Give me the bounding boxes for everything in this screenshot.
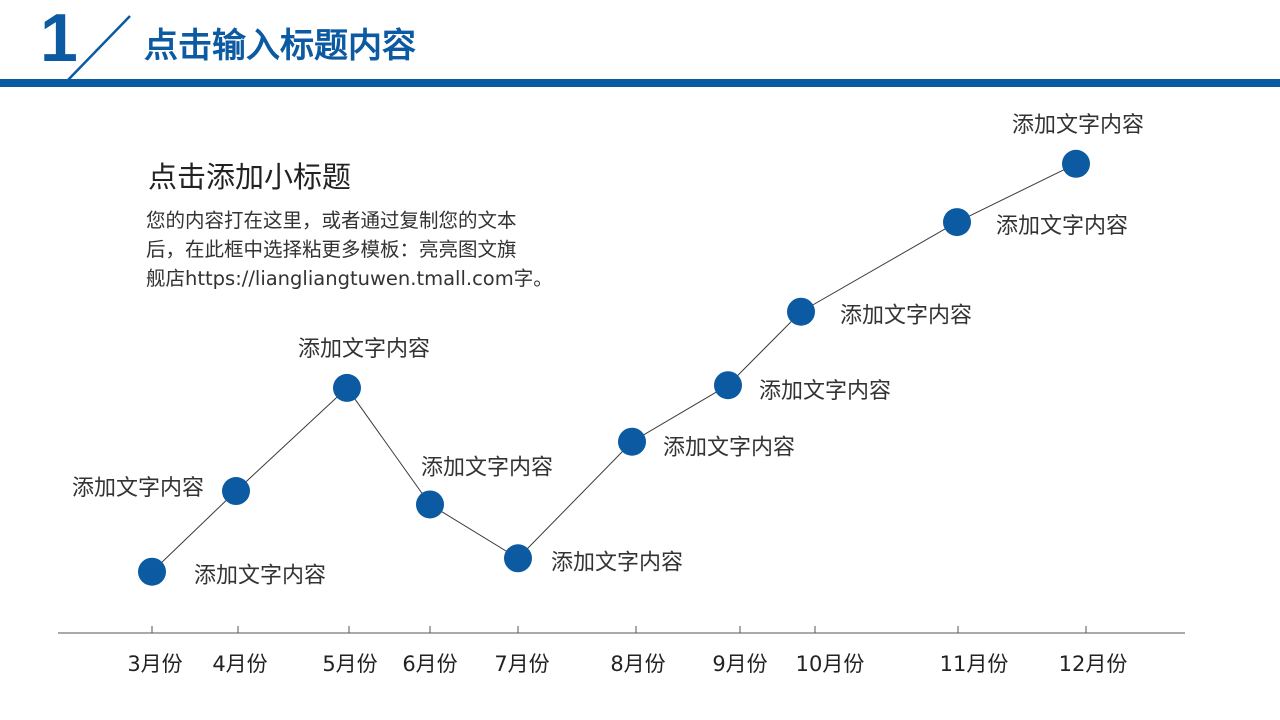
data-point[interactable] xyxy=(333,373,361,402)
point-annotation[interactable]: 添加文字内容 xyxy=(663,436,795,461)
point-annotation[interactable]: 添加文字内容 xyxy=(996,214,1128,239)
point-annotation[interactable]: 添加文字内容 xyxy=(298,337,430,362)
data-point[interactable] xyxy=(504,544,532,573)
header-rule xyxy=(0,79,1280,87)
point-annotation[interactable]: 添加文字内容 xyxy=(759,379,891,404)
x-tick-label: 5月份 xyxy=(322,652,377,676)
point-annotation[interactable]: 添加文字内容 xyxy=(194,564,326,589)
point-annotation[interactable]: 添加文字内容 xyxy=(840,304,972,329)
point-annotation[interactable]: 添加文字内容 xyxy=(421,455,553,480)
point-annotation[interactable]: 添加文字内容 xyxy=(72,476,204,501)
data-point[interactable] xyxy=(714,371,742,400)
body-text[interactable]: 您的内容打在这里，或者通过复制您的文本 后，在此框中选择粘更多模板：亮亮图文旗 … xyxy=(146,206,586,293)
subtitle[interactable]: 点击添加小标题 xyxy=(148,160,352,194)
x-tick-label: 3月份 xyxy=(127,652,182,676)
data-point[interactable] xyxy=(943,208,971,237)
x-tick-label: 9月份 xyxy=(712,652,767,676)
title-slash-decoration xyxy=(67,15,131,81)
data-point[interactable] xyxy=(138,557,166,586)
data-point[interactable] xyxy=(222,477,250,506)
point-annotation[interactable]: 添加文字内容 xyxy=(551,550,683,575)
body-text-line: 您的内容打在这里，或者通过复制您的文本 xyxy=(146,209,517,232)
x-tick-label: 12月份 xyxy=(1059,652,1128,676)
data-point[interactable] xyxy=(1062,149,1090,178)
x-tick-label: 10月份 xyxy=(796,652,865,676)
body-text-line: 舰店https://lianglian​gtuwen.tmall.com字。 xyxy=(146,267,553,290)
x-tick-label: 6月份 xyxy=(402,652,457,676)
data-point[interactable] xyxy=(618,427,646,456)
point-annotation[interactable]: 添加文字内容 xyxy=(1012,113,1144,138)
x-tick-label: 8月份 xyxy=(610,652,665,676)
slide-number: 1 xyxy=(40,0,78,76)
body-text-line: 后，在此框中选择粘更多模板：亮亮图文旗 xyxy=(146,238,517,261)
x-tick-label: 4月份 xyxy=(212,652,267,676)
x-tick-label: 7月份 xyxy=(494,652,549,676)
series-line xyxy=(151,163,1077,573)
data-point[interactable] xyxy=(787,297,815,326)
x-tick-label: 11月份 xyxy=(940,652,1009,676)
data-point[interactable] xyxy=(416,490,444,519)
slide-title[interactable]: 点击输入标题内容 xyxy=(144,26,416,66)
